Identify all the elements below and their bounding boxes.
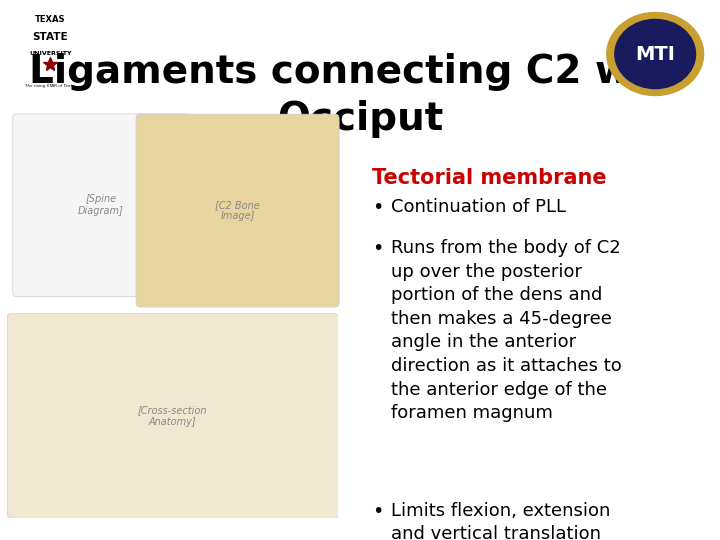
Text: MTI: MTI xyxy=(635,44,675,64)
Text: The rising STAR of Texas: The rising STAR of Texas xyxy=(25,84,76,88)
Circle shape xyxy=(615,19,696,89)
Text: [C2 Bone
Image]: [C2 Bone Image] xyxy=(215,200,260,221)
Text: Ligaments connecting C2 with
Occiput: Ligaments connecting C2 with Occiput xyxy=(30,53,690,138)
Text: Runs from the body of C2
up over the posterior
portion of the dens and
then make: Runs from the body of C2 up over the pos… xyxy=(391,239,621,422)
Text: [Cross-section
Anatomy]: [Cross-section Anatomy] xyxy=(138,405,207,427)
Text: Continuation of PLL: Continuation of PLL xyxy=(391,199,566,217)
Text: Limits flexion, extension
and vertical translation: Limits flexion, extension and vertical t… xyxy=(391,502,611,540)
Text: TEXAS: TEXAS xyxy=(35,15,66,24)
Text: UNIVERSITY: UNIVERSITY xyxy=(29,51,72,56)
FancyBboxPatch shape xyxy=(7,313,338,518)
Text: •: • xyxy=(372,239,384,258)
Text: Tectorial membrane: Tectorial membrane xyxy=(372,167,607,187)
FancyBboxPatch shape xyxy=(136,114,339,307)
Text: •: • xyxy=(372,502,384,521)
Text: [Spine
Diagram]: [Spine Diagram] xyxy=(78,194,124,216)
FancyBboxPatch shape xyxy=(13,114,189,296)
Text: STATE: STATE xyxy=(32,31,68,42)
Text: •: • xyxy=(372,199,384,218)
Circle shape xyxy=(607,12,703,96)
